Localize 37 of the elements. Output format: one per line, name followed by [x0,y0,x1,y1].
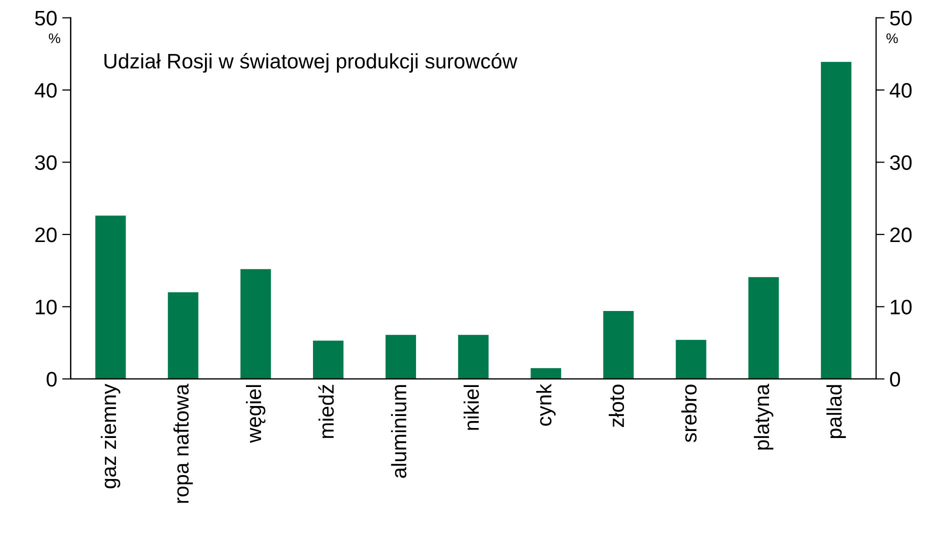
bar [240,269,271,379]
y2-axis-title: % [886,33,898,44]
y-tick-label: 50 [35,10,57,26]
bar [530,368,562,379]
x-tick-label: aluminium [391,385,406,478]
bar [168,292,198,379]
bar [748,277,779,379]
y2-tick-label: 20 [890,227,912,242]
bar [386,334,416,379]
bar [95,216,126,379]
y-tick-label: 0 [46,372,57,387]
x-tick-label: złoto [608,384,624,427]
x-tick-label: platyna [754,384,774,450]
y-tick-label: 20 [35,227,57,242]
bar [458,334,489,379]
bar [313,340,344,379]
x-tick-label: cynk [536,384,556,426]
bar [603,311,634,379]
y-tick-label: 10 [36,300,57,314]
x-tick-label: srebro [681,384,697,442]
x-tick-label: węgiel [246,385,266,443]
y-axis-title: % [48,33,60,44]
y-tick-label: 30 [35,155,57,170]
y2-tick-label: 10 [890,300,912,314]
y2-tick-label: 0 [890,372,900,387]
bar [820,62,852,379]
y2-tick-label: 50 [890,10,912,26]
x-tick-label: ropa naftowa [173,384,193,503]
x-tick-label: miedź [318,384,334,438]
bar [676,340,706,379]
x-tick-label: pallad [826,385,846,438]
y-tick-label: 40 [34,83,57,98]
x-tick-label: nikiel [464,385,479,430]
text: Udział Rosji w światowej produkcji surowców [104,53,518,73]
x-tick-label: gaz ziemny [100,384,120,488]
y2-tick-label: 30 [890,155,912,170]
y2-tick-label: 40 [890,83,912,98]
